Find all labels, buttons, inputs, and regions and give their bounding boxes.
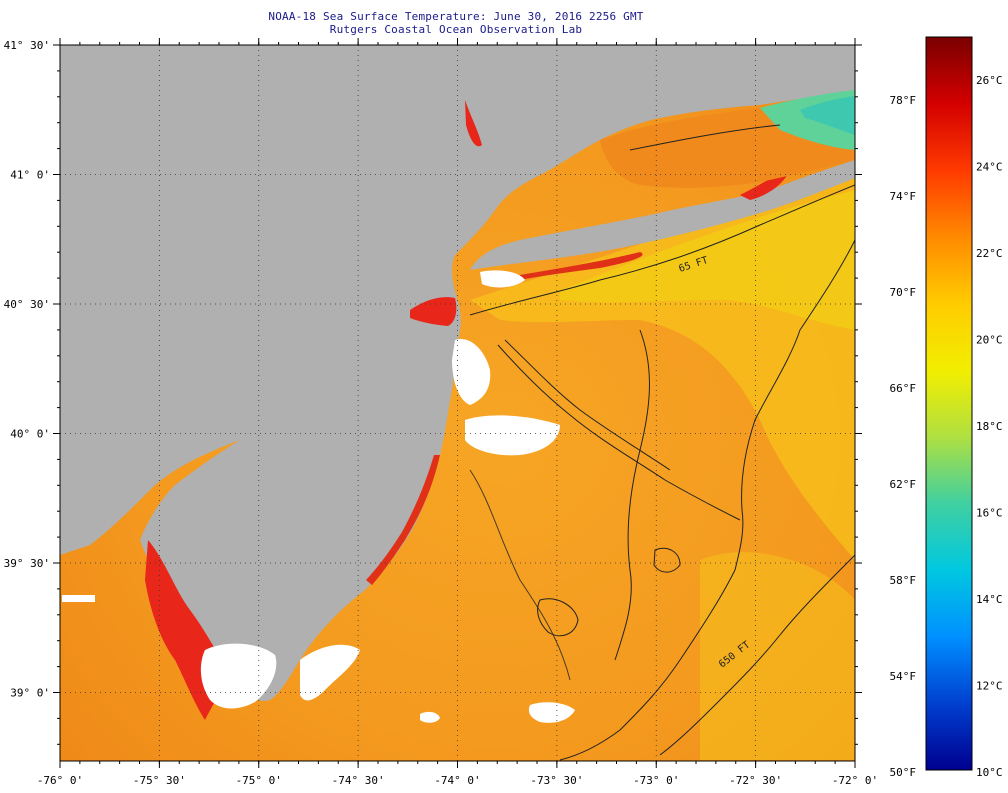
cloud-mask-cape-may bbox=[200, 643, 277, 709]
nj-coastal-warm-streak bbox=[366, 455, 440, 585]
celsius-label: 20°C bbox=[976, 334, 1003, 347]
map-axes: -76° 0' -75° 30' -75° 0' -74° 30' -74° 0' -73… bbox=[4, 38, 878, 787]
lat-label: 40° 30' bbox=[4, 298, 50, 311]
cloud-mask-southern-nj bbox=[300, 644, 360, 701]
celsius-label: 18°C bbox=[976, 420, 1003, 433]
fahrenheit-label: 54°F bbox=[890, 670, 917, 683]
offshore-yellow-patch bbox=[700, 552, 855, 760]
cloud-mask-raritan bbox=[452, 339, 491, 405]
colorbar-labels: 26°C 24°C 22°C 20°C 18°C 16°C 14°C 12°C 10°C 78°F… bbox=[890, 74, 1003, 779]
map-subtitle: Rutgers Coastal Ocean Observation Lab bbox=[329, 23, 583, 36]
map-layer: 65 FT 650 FT bbox=[60, 45, 855, 761]
lat-label: 39° 0' bbox=[10, 687, 50, 700]
south-shore-warm-strip bbox=[520, 252, 643, 280]
lat-label: 39° 30' bbox=[4, 557, 50, 570]
celsius-label: 22°C bbox=[976, 247, 1003, 260]
contour-650ft bbox=[659, 554, 855, 756]
cloud-mask-small bbox=[420, 711, 440, 723]
lon-label: -73° 30' bbox=[530, 774, 583, 787]
celsius-label: 10°C bbox=[976, 766, 1003, 779]
fahrenheit-label: 62°F bbox=[890, 478, 917, 491]
cloud-mask-li-south bbox=[480, 270, 525, 288]
cloud-mask-south bbox=[528, 702, 575, 723]
fahrenheit-label: 50°F bbox=[890, 766, 917, 779]
lon-label: -76° 0' bbox=[37, 774, 83, 787]
lon-label: -72° 30' bbox=[729, 774, 782, 787]
colorbar-scale bbox=[925, 36, 973, 771]
colorbar: 26°C 24°C 22°C 20°C 18°C 16°C 14°C 12°C 10°C 78°F… bbox=[890, 36, 1003, 779]
celsius-label: 14°C bbox=[976, 593, 1003, 606]
fahrenheit-label: 74°F bbox=[890, 190, 917, 203]
celsius-label: 26°C bbox=[976, 74, 1003, 87]
fahrenheit-label: 70°F bbox=[890, 286, 917, 299]
lat-label: 41° 0' bbox=[10, 169, 50, 182]
lat-label: 40° 0' bbox=[10, 428, 50, 441]
land-long-island bbox=[470, 160, 855, 270]
lon-label: -72° 0' bbox=[832, 774, 878, 787]
contour-sound bbox=[629, 124, 781, 151]
fahrenheit-label: 58°F bbox=[890, 574, 917, 587]
celsius-label: 12°C bbox=[976, 680, 1003, 693]
cloud-mask-offshore-nj bbox=[465, 415, 560, 456]
contour-inner-shelf bbox=[469, 469, 571, 681]
shelf-water-yellow-zone bbox=[560, 190, 855, 330]
map-title: NOAA-18 Sea Surface Temperature: June 30… bbox=[268, 10, 644, 23]
ny-harbor-warm-water bbox=[410, 297, 457, 326]
contour-ridge-a bbox=[537, 598, 579, 637]
celsius-label: 16°C bbox=[976, 507, 1003, 520]
lon-label: -74° 0' bbox=[434, 774, 480, 787]
cool-water-northeast-inner bbox=[800, 96, 855, 135]
land-mainland bbox=[60, 45, 855, 701]
lon-label: -73° 0' bbox=[633, 774, 679, 787]
contour-hudson-canyon-2 bbox=[504, 339, 671, 471]
contour-mid-shelf bbox=[614, 329, 650, 661]
contour-shelf-break bbox=[559, 239, 855, 761]
lon-label: -74° 30' bbox=[332, 774, 385, 787]
contour-ridge-b bbox=[653, 547, 681, 573]
contour-65ft bbox=[469, 184, 855, 316]
lat-label: 41° 30' bbox=[4, 39, 50, 52]
lon-label: -75° 0' bbox=[236, 774, 282, 787]
cloud-mask-delaware-west bbox=[62, 595, 95, 602]
lon-label: -75° 30' bbox=[133, 774, 186, 787]
contour-hudson-canyon bbox=[497, 344, 741, 521]
hudson-river-warm-streak bbox=[465, 100, 482, 147]
celsius-label: 24°C bbox=[976, 161, 1003, 174]
fahrenheit-label: 78°F bbox=[890, 94, 917, 107]
fahrenheit-label: 66°F bbox=[890, 382, 917, 395]
